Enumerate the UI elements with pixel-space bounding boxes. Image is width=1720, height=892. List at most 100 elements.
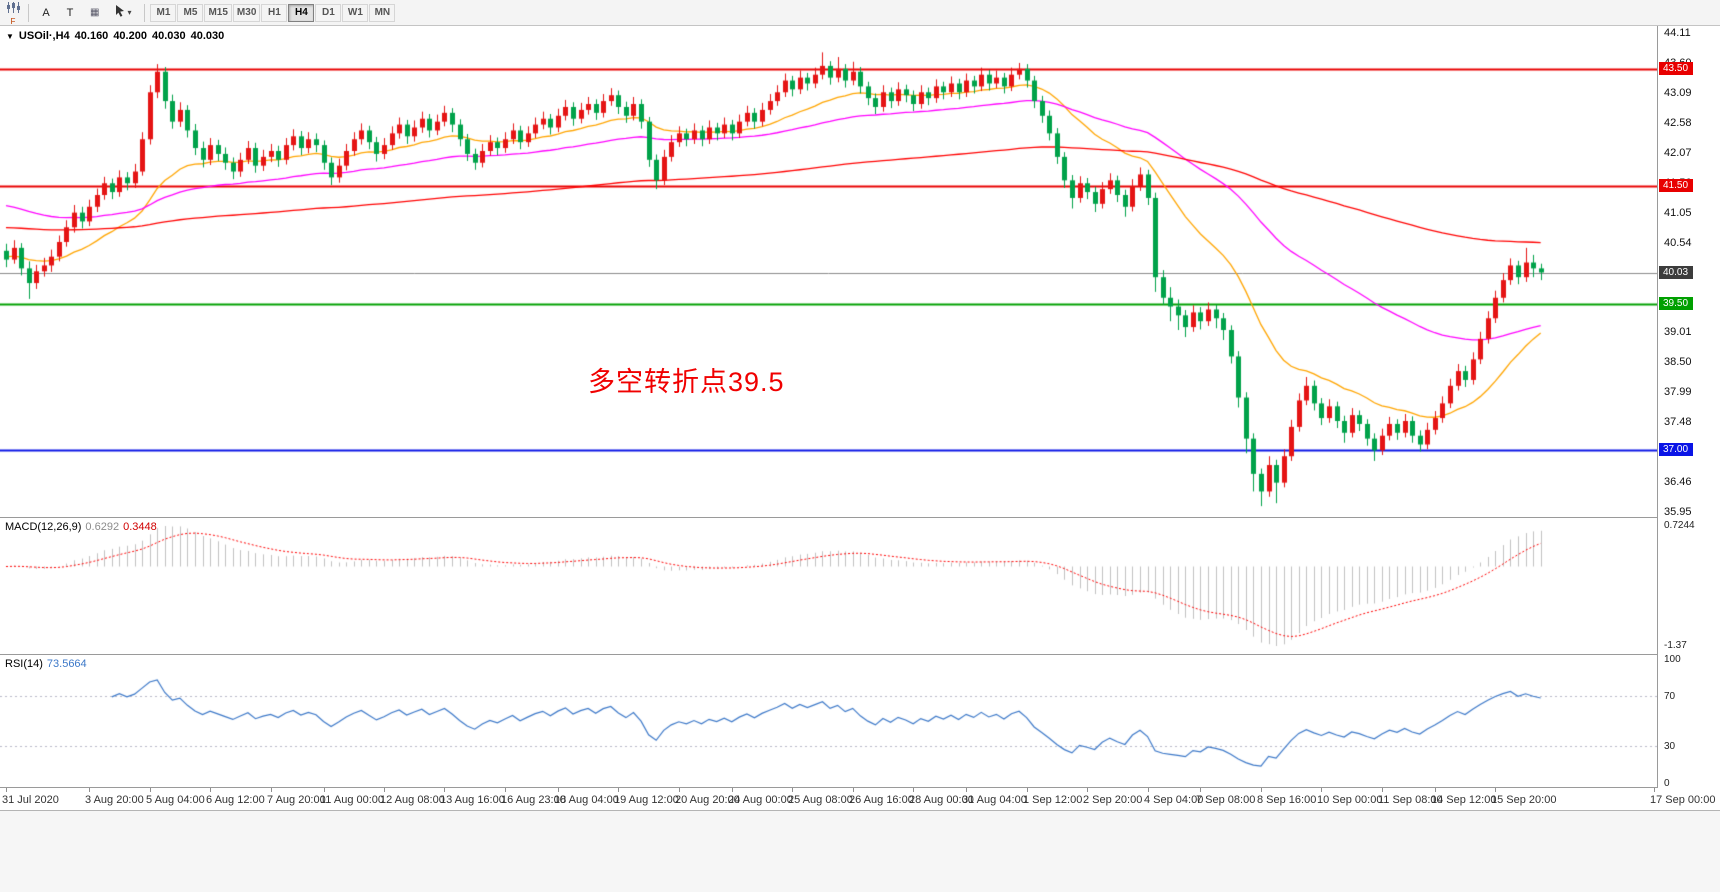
time-axis-tick — [210, 788, 211, 792]
time-axis-label: 7 Sep 08:00 — [1196, 794, 1256, 806]
time-axis-tick — [324, 788, 325, 792]
time-axis-tick — [679, 788, 680, 792]
price-axis-label: 43.09 — [1664, 87, 1692, 99]
main-chart-panel: ▼ USOil·,H4 40.160 40.200 40.030 40.030 … — [0, 26, 1720, 518]
time-axis-tick — [1382, 788, 1383, 792]
time-axis-label: 25 Aug 08:00 — [788, 794, 853, 806]
rsi-axis-label-70: 70 — [1664, 691, 1676, 702]
price-axis-label: 39.01 — [1664, 326, 1692, 338]
timeframe-button-H4[interactable]: H4 — [288, 3, 315, 22]
timeframe-button-MN[interactable]: MN — [369, 3, 396, 22]
rsi-axis-label-0: 0 — [1664, 778, 1670, 789]
bottom-filler — [0, 810, 1720, 892]
time-axis-tick — [1654, 788, 1655, 792]
rsi-label: RSI(14) 73.5664 — [5, 658, 87, 670]
rsi-axis-label-30: 30 — [1664, 741, 1676, 752]
price-axis-label: 42.07 — [1664, 147, 1692, 159]
time-axis-tick — [1027, 788, 1028, 792]
time-axis-tick — [792, 788, 793, 792]
price-badge-41.50: 41.50 — [1659, 179, 1693, 192]
rsi-value: 73.5664 — [46, 658, 87, 670]
time-axis-label: 11 Aug 00:00 — [320, 794, 385, 806]
chart-icon-cell[interactable]: F — [3, 1, 23, 25]
time-axis-label: 31 Aug 04:00 — [962, 794, 1027, 806]
time-axis-label: 5 Aug 04:00 — [146, 794, 205, 806]
price-badge-40.03: 40.03 — [1659, 266, 1693, 279]
time-axis-tick — [913, 788, 914, 792]
rsi-indicator-panel: RSI(14) 73.5664 — [0, 655, 1720, 788]
timeframe-button-M15[interactable]: M15 — [204, 3, 232, 22]
time-axis-tick — [150, 788, 151, 792]
label-tool-button[interactable]: T — [59, 3, 81, 23]
time-axis-tick — [505, 788, 506, 792]
time-axis-tick — [444, 788, 445, 792]
timeframe-button-M1[interactable]: M1 — [150, 3, 177, 22]
text-tool-button[interactable]: A — [35, 3, 57, 23]
time-axis-tick — [1495, 788, 1496, 792]
macd-chart[interactable] — [0, 518, 1657, 654]
quick-trade-collapse-icon[interactable]: ▼ — [6, 31, 14, 41]
time-axis-tick — [1200, 788, 1201, 792]
macd-axis-bottom-label: -1.37 — [1664, 640, 1687, 651]
time-axis-label: 10 Sep 00:00 — [1317, 794, 1383, 806]
time-axis-tick — [853, 788, 854, 792]
price-axis-label: 41.05 — [1664, 207, 1692, 219]
macd-label: MACD(12,26,9) 0.6292 0.3448 — [5, 521, 157, 533]
time-axis-label: 11 Sep 08:00 — [1378, 794, 1443, 806]
chart-title: ▼ USOil·,H4 40.160 40.200 40.030 40.030 — [6, 30, 224, 42]
f-label: F — [10, 16, 16, 26]
timeframe-button-M30[interactable]: M30 — [232, 3, 261, 22]
price-axis-label: 44.11 — [1664, 27, 1691, 39]
time-axis-label: 3 Aug 20:00 — [85, 794, 144, 806]
time-axis-label: 20 Aug 20:00 — [675, 794, 740, 806]
timeframe-button-D1[interactable]: D1 — [315, 3, 342, 22]
time-axis-label: 2 Sep 20:00 — [1083, 794, 1143, 806]
time-axis-tick — [558, 788, 559, 792]
time-axis-tick — [966, 788, 967, 792]
timeframe-button-H1[interactable]: H1 — [261, 3, 288, 22]
grid-icon: ▦ — [90, 7, 100, 18]
timeframe-button-W1[interactable]: W1 — [342, 3, 369, 22]
chart-window: ▼ USOil·,H4 40.160 40.200 40.030 40.030 … — [0, 26, 1720, 810]
time-axis-label: 28 Aug 00:00 — [909, 794, 974, 806]
macd-axis-top-label: 0.7244 — [1664, 520, 1695, 531]
price-axis-label: 36.46 — [1664, 476, 1692, 488]
time-axis[interactable]: 31 Jul 2020 3 Aug 20:00 5 Aug 04:00 6 Aug 1… — [0, 788, 1720, 810]
rsi-axis-label-100: 100 — [1664, 654, 1681, 665]
chart-text-annotation[interactable]: 多空转折点39.5 — [588, 367, 785, 397]
time-axis-tick — [1321, 788, 1322, 792]
price-axis-label: 37.48 — [1664, 416, 1692, 428]
candlestick-chart-icon — [6, 0, 20, 18]
rsi-chart[interactable] — [0, 655, 1657, 787]
toolbar: F A T ▦ ▾ M1 M5 M15 M30 H1 H4 D1 W1 MN — [0, 0, 1720, 26]
price-badge-39.50: 39.50 — [1659, 297, 1693, 310]
price-badge-43.50: 43.50 — [1659, 62, 1693, 75]
toolbar-separator — [28, 3, 29, 22]
price-axis-label: 40.54 — [1664, 237, 1692, 249]
chevron-down-icon: ▾ — [127, 8, 132, 17]
cursor-tool-dropdown[interactable]: ▾ — [108, 3, 138, 23]
high-value: 40.200 — [113, 30, 147, 42]
open-value: 40.160 — [74, 30, 109, 42]
toolbar-separator — [144, 3, 146, 22]
time-axis-label: 12 Aug 08:00 — [380, 794, 445, 806]
time-axis-label: 19 Aug 12:00 — [614, 794, 679, 806]
price-axis-label: 35.95 — [1664, 506, 1692, 518]
time-axis-label: 15 Sep 20:00 — [1491, 794, 1557, 806]
time-axis-label: 17 Sep 00:00 — [1650, 794, 1716, 806]
time-axis-tick — [1148, 788, 1149, 792]
time-axis-label: 13 Aug 16:00 — [440, 794, 505, 806]
close-value: 40.030 — [190, 30, 225, 42]
time-axis-tick — [618, 788, 619, 792]
cursor-icon — [115, 5, 125, 20]
time-axis-tick — [1087, 788, 1088, 792]
timeframe-button-M5[interactable]: M5 — [177, 3, 204, 22]
time-axis-label: 18 Aug 04:00 — [554, 794, 619, 806]
price-axis[interactable]: 44.1143.6043.0942.5842.0741.5641.0540.54… — [1657, 26, 1720, 789]
time-axis-label: 6 Aug 12:00 — [206, 794, 265, 806]
time-axis-label: 14 Sep 12:00 — [1431, 794, 1497, 806]
grid-tool-button[interactable]: ▦ — [83, 3, 106, 23]
time-axis-label: 1 Sep 12:00 — [1023, 794, 1083, 806]
candlestick-chart[interactable] — [0, 26, 1657, 517]
